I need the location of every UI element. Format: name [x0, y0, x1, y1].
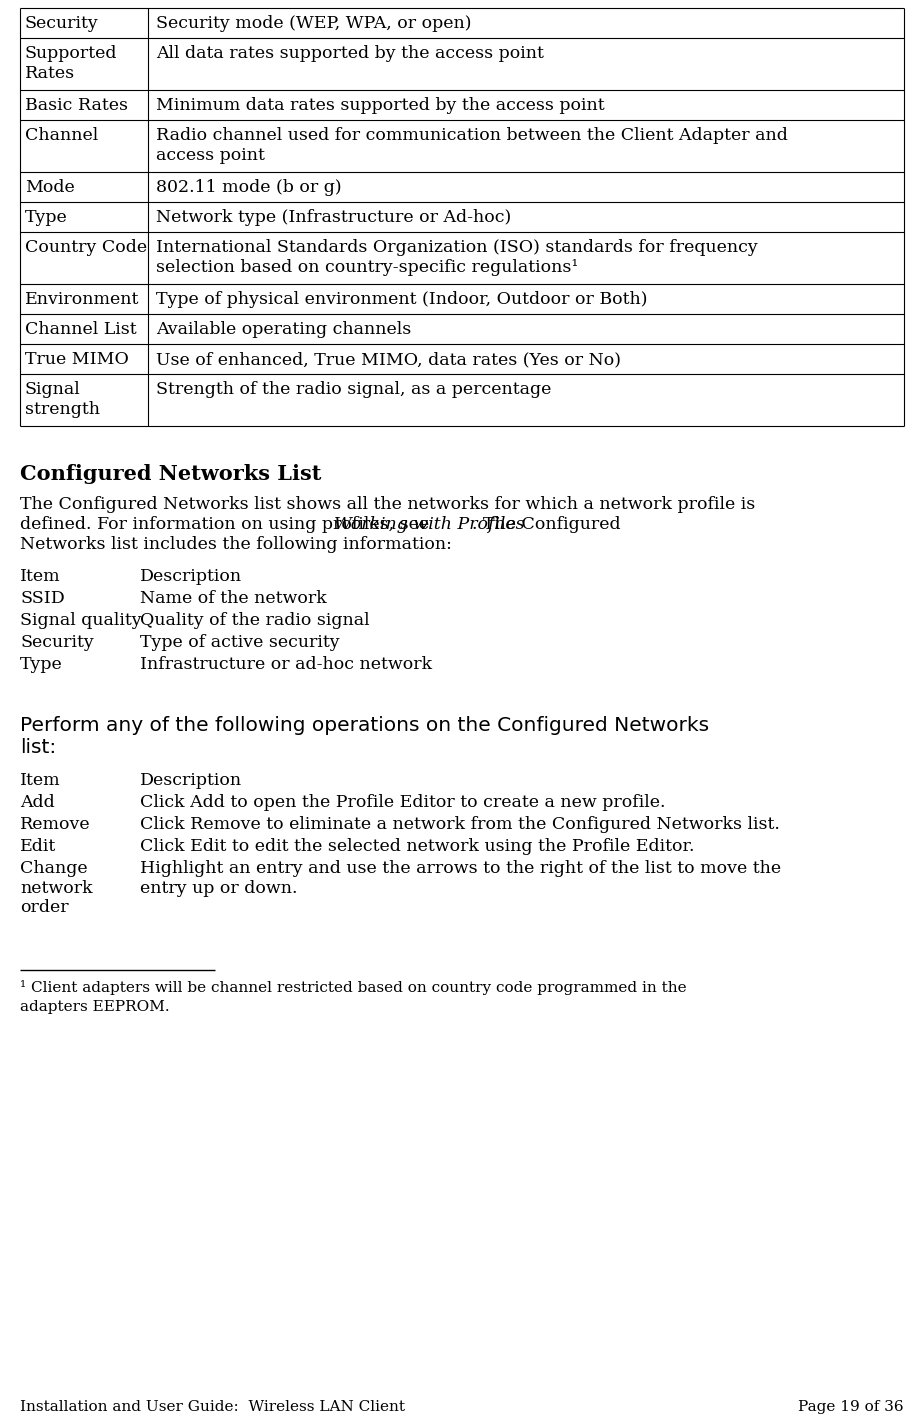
Text: Security mode (WEP, WPA, or open): Security mode (WEP, WPA, or open) [156, 16, 471, 33]
Text: Environment: Environment [25, 292, 140, 309]
Text: Network type (Infrastructure or Ad-hoc): Network type (Infrastructure or Ad-hoc) [156, 209, 511, 226]
Text: 802.11 mode (b or g): 802.11 mode (b or g) [156, 179, 342, 196]
Text: Supported
Rates: Supported Rates [25, 46, 117, 81]
Text: Add: Add [20, 793, 55, 811]
Text: Country Code: Country Code [25, 239, 147, 256]
Text: Click Edit to edit the selected network using the Profile Editor.: Click Edit to edit the selected network … [140, 838, 695, 855]
Text: Signal quality: Signal quality [20, 611, 141, 629]
Text: Installation and User Guide:  Wireless LAN Client: Installation and User Guide: Wireless LA… [20, 1401, 405, 1413]
Text: adapters EEPROM.: adapters EEPROM. [20, 1000, 170, 1014]
Text: Channel: Channel [25, 127, 98, 144]
Text: International Standards Organization (ISO) standards for frequency
selection bas: International Standards Organization (IS… [156, 239, 758, 276]
Text: Channel List: Channel List [25, 321, 137, 338]
Text: Configured Networks List: Configured Networks List [20, 464, 322, 483]
Text: Description: Description [140, 772, 242, 789]
Text: Networks list includes the following information:: Networks list includes the following inf… [20, 536, 452, 553]
Text: Signal
strength: Signal strength [25, 381, 100, 418]
Text: Security: Security [20, 634, 93, 651]
Text: Remove: Remove [20, 816, 91, 833]
Text: Available operating channels: Available operating channels [156, 321, 411, 338]
Text: True MIMO: True MIMO [25, 351, 128, 368]
Text: SSID: SSID [20, 590, 65, 607]
Text: Click Add to open the Profile Editor to create a new profile.: Click Add to open the Profile Editor to … [140, 793, 665, 811]
Text: Page 19 of 36: Page 19 of 36 [798, 1401, 904, 1413]
Text: ¹ Client adapters will be channel restricted based on country code programmed in: ¹ Client adapters will be channel restri… [20, 980, 687, 995]
Text: Type: Type [25, 209, 67, 226]
Text: Type of physical environment (Indoor, Outdoor or Both): Type of physical environment (Indoor, Ou… [156, 292, 648, 309]
Text: Working with Profiles: Working with Profiles [334, 516, 525, 533]
Text: Infrastructure or ad-hoc network: Infrastructure or ad-hoc network [140, 656, 432, 673]
Text: The Configured Networks list shows all the networks for which a network profile : The Configured Networks list shows all t… [20, 496, 755, 513]
Text: Type of active security: Type of active security [140, 634, 340, 651]
Text: Quality of the radio signal: Quality of the radio signal [140, 611, 370, 629]
Text: defined. For information on using profiles, see: defined. For information on using profil… [20, 516, 434, 533]
Text: . The Configured: . The Configured [472, 516, 621, 533]
Text: Strength of the radio signal, as a percentage: Strength of the radio signal, as a perce… [156, 381, 552, 398]
Text: Highlight an entry and use the arrows to the right of the list to move the
entry: Highlight an entry and use the arrows to… [140, 860, 781, 897]
Text: Item: Item [20, 772, 61, 789]
Text: Minimum data rates supported by the access point: Minimum data rates supported by the acce… [156, 97, 604, 114]
Text: Edit: Edit [20, 838, 56, 855]
Text: Click Remove to eliminate a network from the Configured Networks list.: Click Remove to eliminate a network from… [140, 816, 780, 833]
Text: Perform any of the following operations on the Configured Networks: Perform any of the following operations … [20, 717, 709, 735]
Text: Name of the network: Name of the network [140, 590, 327, 607]
Text: Item: Item [20, 567, 61, 584]
Text: All data rates supported by the access point: All data rates supported by the access p… [156, 46, 544, 63]
Text: Radio channel used for communication between the Client Adapter and
access point: Radio channel used for communication bet… [156, 127, 788, 164]
Text: Use of enhanced, True MIMO, data rates (Yes or No): Use of enhanced, True MIMO, data rates (… [156, 351, 621, 368]
Text: Description: Description [140, 567, 242, 584]
Text: Basic Rates: Basic Rates [25, 97, 128, 114]
Text: Type: Type [20, 656, 63, 673]
Text: Change
network
order: Change network order [20, 860, 92, 916]
Text: Security: Security [25, 16, 99, 33]
Text: Mode: Mode [25, 179, 75, 196]
Text: list:: list: [20, 738, 56, 757]
